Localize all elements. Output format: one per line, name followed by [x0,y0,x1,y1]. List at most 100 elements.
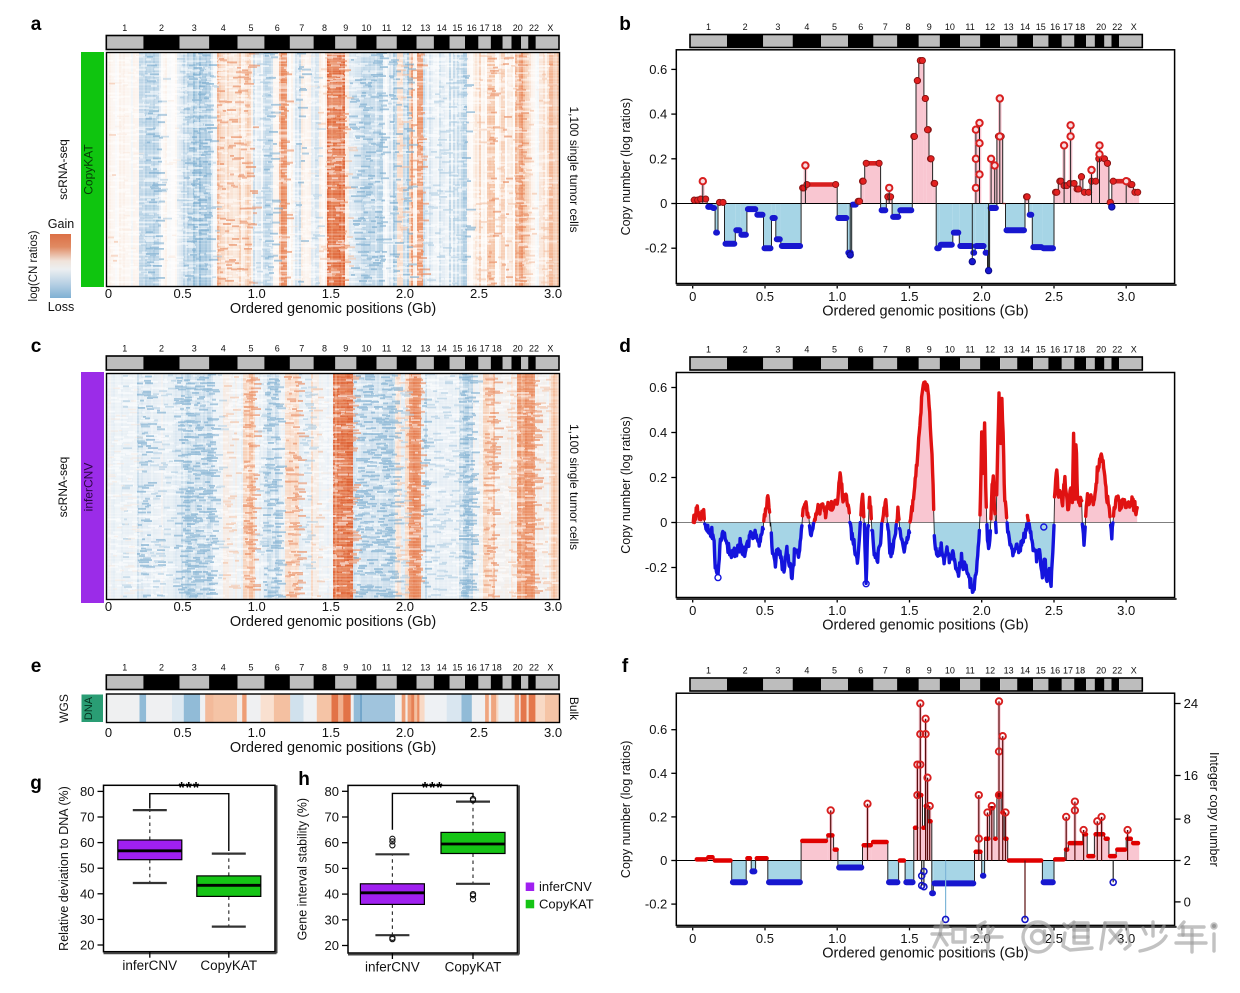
svg-text:16: 16 [467,663,477,673]
svg-text:6: 6 [275,663,280,673]
svg-text:8: 8 [322,344,327,354]
svg-text:12: 12 [985,345,995,355]
svg-text:14: 14 [1020,22,1030,32]
svg-text:22: 22 [1112,666,1122,676]
svg-text:3: 3 [775,666,780,676]
svg-text:1.5: 1.5 [322,725,340,740]
svg-text:3.0: 3.0 [1117,289,1135,304]
svg-text:Ordered genomic positions (Gb): Ordered genomic positions (Gb) [230,740,436,756]
svg-text:12: 12 [402,344,412,354]
svg-text:2: 2 [743,22,748,32]
svg-text:14: 14 [437,23,447,33]
svg-text:X: X [547,23,553,33]
svg-text:-0.2: -0.2 [645,560,667,575]
svg-text:16: 16 [467,23,477,33]
svg-text:20: 20 [513,344,523,354]
svg-text:Ordered genomic positions (Gb): Ordered genomic positions (Gb) [822,618,1028,634]
svg-text:7: 7 [883,666,888,676]
svg-text:0.6: 0.6 [649,380,667,395]
svg-text:2: 2 [159,663,164,673]
svg-text:3: 3 [192,344,197,354]
svg-text:12: 12 [985,22,995,32]
svg-text:0.4: 0.4 [649,425,667,440]
svg-text:5: 5 [832,345,837,355]
svg-text:1.5: 1.5 [900,931,918,946]
svg-text:-0.2: -0.2 [645,897,667,912]
svg-text:1.0: 1.0 [248,286,266,301]
svg-text:9: 9 [343,23,348,33]
svg-text:13: 13 [420,663,430,673]
svg-text:3.0: 3.0 [1117,603,1135,618]
svg-text:Bulk: Bulk [567,697,581,721]
svg-text:Gain: Gain [48,217,74,231]
svg-text:13: 13 [420,23,430,33]
svg-text:Ordered genomic positions (Gb): Ordered genomic positions (Gb) [230,614,436,630]
svg-text:a: a [31,14,42,35]
svg-text:1,100 single tumor cells: 1,100 single tumor cells [567,106,581,232]
svg-text:CopyKAT: CopyKAT [445,960,502,975]
svg-text:X: X [547,663,553,673]
svg-text:12: 12 [985,666,995,676]
svg-text:6: 6 [858,666,863,676]
svg-text:6: 6 [858,345,863,355]
svg-text:14: 14 [437,663,447,673]
svg-text:17: 17 [1063,345,1073,355]
svg-text:2.0: 2.0 [396,599,414,614]
svg-text:7: 7 [883,345,888,355]
svg-text:1.0: 1.0 [828,931,846,946]
svg-text:16: 16 [1050,22,1060,32]
svg-text:1.0: 1.0 [248,599,266,614]
svg-text:0.2: 0.2 [649,151,667,166]
svg-text:24: 24 [1184,696,1198,711]
svg-text:***: *** [422,780,444,797]
svg-text:3: 3 [192,663,197,673]
svg-text:0.5: 0.5 [756,289,774,304]
svg-text:3.0: 3.0 [544,725,562,740]
svg-text:4: 4 [221,663,226,673]
svg-text:14: 14 [437,344,447,354]
svg-text:c: c [31,336,42,357]
svg-text:0: 0 [689,289,696,304]
svg-text:11: 11 [965,345,974,355]
svg-text:17: 17 [1063,22,1073,32]
svg-text:scRNA-seq: scRNA-seq [56,139,70,200]
svg-text:20: 20 [1096,345,1106,355]
svg-text:22: 22 [529,344,539,354]
svg-text:2.0: 2.0 [396,725,414,740]
svg-text:0.4: 0.4 [649,107,667,122]
svg-text:Copy number (log ratios): Copy number (log ratios) [619,98,633,236]
svg-text:5: 5 [248,663,253,673]
svg-text:0: 0 [660,196,667,211]
svg-text:1.5: 1.5 [322,599,340,614]
svg-text:2.0: 2.0 [973,603,991,618]
svg-text:3.0: 3.0 [544,286,562,301]
svg-text:f: f [622,656,629,677]
svg-text:CopyKAT: CopyKAT [200,958,257,973]
svg-text:15: 15 [452,663,462,673]
svg-text:8: 8 [905,345,910,355]
svg-text:9: 9 [343,344,348,354]
svg-text:20: 20 [513,663,523,673]
svg-text:16: 16 [1184,768,1198,783]
svg-text:11: 11 [965,22,974,32]
svg-text:CopyKAT: CopyKAT [82,144,96,195]
svg-text:Ordered genomic positions (Gb): Ordered genomic positions (Gb) [230,301,436,317]
svg-text:3: 3 [192,23,197,33]
svg-text:22: 22 [529,663,539,673]
svg-text:0.5: 0.5 [174,725,192,740]
svg-text:Loss: Loss [48,300,74,314]
svg-text:CopyKAT: CopyKAT [539,897,594,912]
svg-text:22: 22 [529,23,539,33]
svg-text:20: 20 [1096,666,1106,676]
svg-text:5: 5 [248,344,253,354]
svg-text:20: 20 [1096,22,1106,32]
svg-text:15: 15 [1036,22,1046,32]
svg-text:30: 30 [325,912,339,927]
svg-text:2: 2 [159,23,164,33]
svg-text:1: 1 [122,344,127,354]
svg-text:17: 17 [480,23,490,33]
svg-text:13: 13 [1004,666,1014,676]
svg-text:15: 15 [452,23,462,33]
svg-text:10: 10 [361,663,371,673]
svg-text:Copy number (log ratios): Copy number (log ratios) [619,741,633,879]
